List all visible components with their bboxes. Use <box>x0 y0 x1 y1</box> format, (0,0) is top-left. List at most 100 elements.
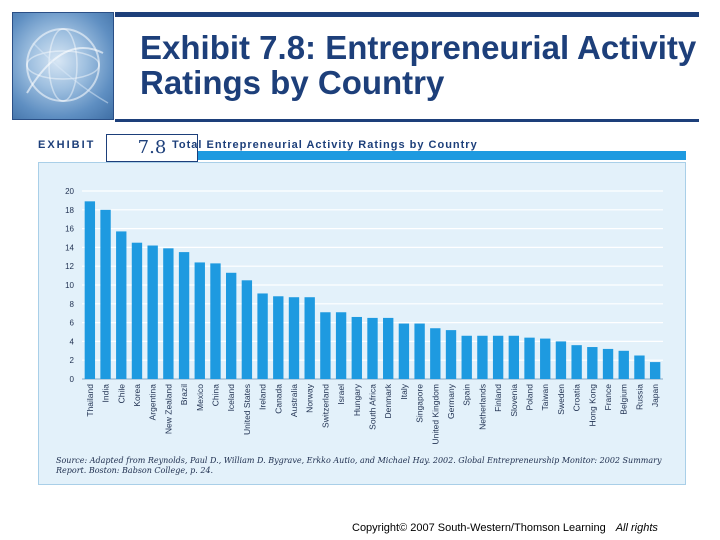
slide-title: Exhibit 7.8: Entrepreneurial Activity Ra… <box>140 29 697 101</box>
bar-norway <box>304 297 315 379</box>
y-tick-label: 20 <box>65 187 74 196</box>
x-tick-label: Italy <box>399 383 409 399</box>
bar-thailand <box>84 201 96 379</box>
bar-poland <box>524 337 535 379</box>
bar-germany <box>445 330 457 379</box>
copyright-text: Copyright© 2007 South-Western/Thomson Le… <box>352 522 606 534</box>
exhibit-header: EXHIBIT 7.8 Total Entrepreneurial Activi… <box>38 134 686 162</box>
x-tick-label: Slovenia <box>509 384 519 417</box>
x-tick-label: Switzerland <box>320 384 330 428</box>
exhibit-rule <box>198 151 686 160</box>
x-tick-label: Argentina <box>148 384 158 421</box>
bar-ireland <box>257 293 268 379</box>
bar-finland <box>492 335 504 379</box>
bar-australia <box>288 297 300 379</box>
bar-new-zealand <box>163 248 174 379</box>
x-tick-label: Sweden <box>556 384 566 415</box>
y-tick-label: 12 <box>65 262 74 271</box>
x-tick-label: Poland <box>525 384 535 411</box>
bar-brazil <box>178 252 190 379</box>
x-tick-label: Taiwan <box>540 384 550 411</box>
x-tick-label: Singapore <box>415 384 425 423</box>
x-tick-label: New Zealand <box>163 384 173 434</box>
x-tick-label: Iceland <box>226 384 236 412</box>
x-tick-label: South Africa <box>368 384 378 430</box>
x-tick-label: Russia <box>634 384 644 410</box>
bar-france <box>602 348 614 379</box>
y-tick-label: 16 <box>65 225 74 234</box>
title-underline <box>115 119 699 122</box>
x-tick-label: Hong Kong <box>587 384 597 427</box>
source-note: Source: Adapted from Reynolds, Paul D., … <box>56 456 662 475</box>
y-tick-label: 14 <box>65 243 74 252</box>
top-rule <box>115 12 699 17</box>
y-tick-label: 18 <box>65 206 74 215</box>
x-tick-label: Israel <box>336 384 346 405</box>
bar-korea <box>131 242 143 379</box>
x-tick-label: Japan <box>650 384 660 407</box>
bar-japan <box>649 362 661 379</box>
y-tick-label: 4 <box>70 337 75 346</box>
bar-chile <box>116 231 127 379</box>
x-tick-label: Croatia <box>572 384 582 412</box>
y-tick-label: 6 <box>70 319 75 328</box>
bar-united-states <box>241 280 253 379</box>
x-tick-label: Canada <box>273 384 283 414</box>
x-tick-label: Australia <box>289 384 299 417</box>
x-tick-label: Brazil <box>179 384 189 405</box>
x-tick-label: France <box>603 384 613 411</box>
bar-belgium <box>618 350 629 379</box>
x-tick-label: Germany <box>446 383 456 419</box>
bar-slovenia <box>508 335 520 379</box>
x-tick-label: Spain <box>462 384 472 406</box>
x-tick-label: United States <box>242 384 252 435</box>
x-tick-label: United Kingdom <box>430 384 440 444</box>
bar-russia <box>634 355 645 379</box>
x-tick-label: Belgium <box>619 384 629 415</box>
globe-icon <box>26 28 109 104</box>
exhibit-heading: Total Entrepreneurial Activity Ratings b… <box>172 139 478 151</box>
bar-denmark <box>383 317 394 379</box>
x-tick-label: Denmark <box>383 383 393 418</box>
y-tick-label: 8 <box>70 300 75 309</box>
bar-netherlands <box>477 335 488 379</box>
bar-switzerland <box>320 312 331 379</box>
x-tick-label: China <box>210 384 220 406</box>
x-tick-label: Hungary <box>352 383 362 416</box>
bar-hong-kong <box>587 347 598 379</box>
x-tick-label: Finland <box>493 384 503 412</box>
copyright-line: Copyright© 2007 South-Western/Thomson Le… <box>352 522 658 534</box>
globe-image <box>12 12 114 120</box>
bar-chart: 0 2 4 6 8 10 12 14 16 18 20 Thailand India Chile Korea… <box>65 187 663 444</box>
exhibit-number: 7.8 <box>106 134 198 162</box>
bar-canada <box>273 296 284 379</box>
bar-iceland <box>225 272 237 379</box>
bar-taiwan <box>540 338 551 379</box>
y-tick-label: 10 <box>65 281 74 290</box>
bar-hungary <box>351 316 362 379</box>
x-tick-label: Korea <box>132 384 142 407</box>
x-tick-label: Thailand <box>85 384 95 417</box>
bar-spain <box>461 335 472 379</box>
y-tick-label: 0 <box>70 375 75 384</box>
bar-argentina <box>147 245 158 379</box>
bar-italy <box>398 323 410 379</box>
bar-sweden <box>555 341 567 379</box>
x-tick-label: Netherlands <box>477 384 487 430</box>
bar-israel <box>335 312 347 379</box>
bar-south-africa <box>367 317 378 379</box>
bar-china <box>210 263 221 379</box>
exhibit-label: EXHIBIT <box>38 139 96 151</box>
x-tick-label: India <box>101 384 111 403</box>
x-tick-label: Chile <box>116 384 126 404</box>
bar-mexico <box>194 262 205 379</box>
rights-text: All rights <box>615 522 658 534</box>
bar-singapore <box>414 323 425 379</box>
x-tick-label: Norway <box>305 383 315 413</box>
y-tick-label: 2 <box>70 356 75 365</box>
bar-united-kingdom <box>430 328 441 379</box>
chart-panel: 0 2 4 6 8 10 12 14 16 18 20 Thailand India Chile Korea… <box>38 162 686 485</box>
x-tick-label: Ireland <box>258 384 268 410</box>
x-tick-label: Mexico <box>195 384 205 411</box>
bar-india <box>100 209 111 379</box>
